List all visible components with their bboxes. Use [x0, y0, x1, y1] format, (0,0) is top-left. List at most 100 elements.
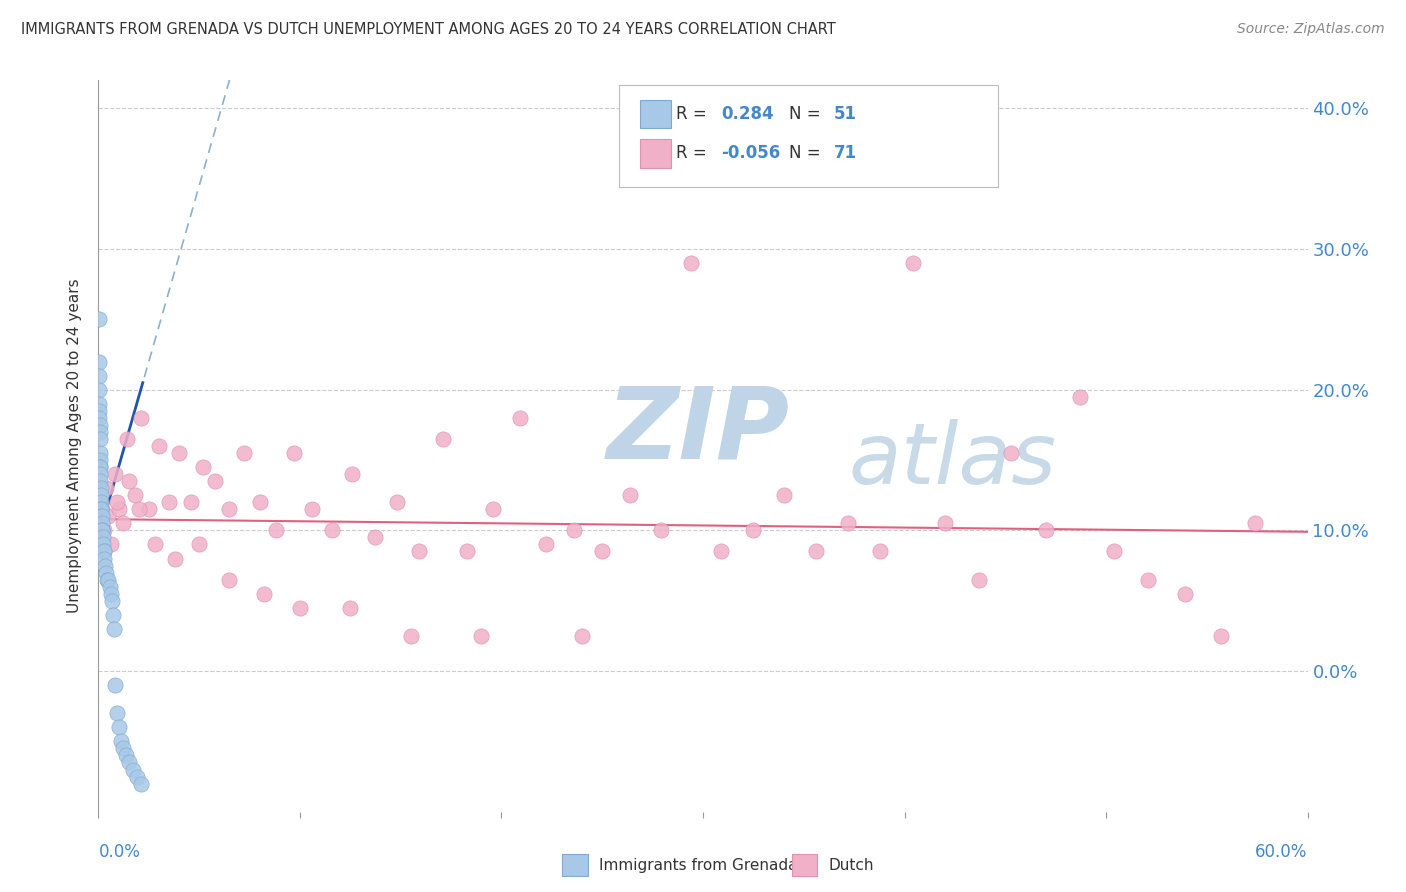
- Point: [188, 537, 211, 551]
- Point: [101, 607, 124, 622]
- Point: [742, 524, 765, 538]
- Point: [470, 629, 492, 643]
- Point: [283, 446, 305, 460]
- Point: [1000, 446, 1022, 460]
- Point: [129, 410, 152, 425]
- Point: [869, 544, 891, 558]
- Point: [90, 502, 112, 516]
- Point: [89, 474, 111, 488]
- Point: [90, 509, 112, 524]
- Text: ZIP: ZIP: [606, 383, 789, 480]
- Point: [193, 460, 215, 475]
- Point: [96, 566, 118, 580]
- Point: [562, 524, 585, 538]
- Point: [91, 530, 114, 544]
- Point: [96, 481, 118, 495]
- Point: [100, 593, 122, 607]
- Point: [571, 629, 593, 643]
- Point: [93, 544, 115, 558]
- Point: [408, 544, 430, 558]
- Point: [103, 678, 125, 692]
- Text: R =: R =: [676, 105, 713, 123]
- Point: [218, 502, 240, 516]
- Point: [432, 432, 454, 446]
- Point: [253, 587, 276, 601]
- Point: [114, 748, 136, 763]
- Point: [89, 467, 111, 482]
- Point: [288, 600, 311, 615]
- Point: [509, 410, 531, 425]
- Point: [100, 537, 122, 551]
- Point: [98, 580, 121, 594]
- Point: [679, 256, 702, 270]
- Point: [90, 488, 112, 502]
- Point: [87, 312, 110, 326]
- Point: [94, 558, 117, 573]
- Point: [456, 544, 478, 558]
- Point: [103, 467, 125, 482]
- Text: Dutch: Dutch: [828, 858, 873, 872]
- Point: [204, 474, 226, 488]
- Point: [1174, 587, 1197, 601]
- Point: [97, 509, 120, 524]
- Text: 60.0%: 60.0%: [1256, 843, 1308, 861]
- Point: [91, 524, 114, 538]
- Point: [218, 573, 240, 587]
- Point: [105, 495, 128, 509]
- Point: [91, 502, 114, 516]
- Point: [93, 544, 115, 558]
- Point: [89, 397, 111, 411]
- Point: [93, 524, 115, 538]
- Point: [157, 495, 180, 509]
- Point: [89, 460, 111, 475]
- Point: [1209, 629, 1232, 643]
- Point: [118, 756, 141, 770]
- Point: [534, 537, 557, 551]
- Point: [111, 741, 134, 756]
- Point: [710, 544, 733, 558]
- Point: [301, 502, 323, 516]
- Point: [87, 354, 110, 368]
- Point: [180, 495, 202, 509]
- Point: [619, 488, 641, 502]
- Point: [115, 432, 138, 446]
- Point: [125, 770, 148, 784]
- Point: [804, 544, 827, 558]
- Point: [399, 629, 422, 643]
- Point: [87, 368, 110, 383]
- Point: [591, 544, 613, 558]
- Point: [89, 404, 111, 418]
- Point: [138, 502, 160, 516]
- Point: [87, 383, 110, 397]
- Text: 0.284: 0.284: [721, 105, 773, 123]
- Point: [89, 417, 111, 432]
- Point: [129, 776, 152, 790]
- Point: [91, 524, 114, 538]
- Point: [249, 495, 271, 509]
- Text: IMMIGRANTS FROM GRENADA VS DUTCH UNEMPLOYMENT AMONG AGES 20 TO 24 YEARS CORRELAT: IMMIGRANTS FROM GRENADA VS DUTCH UNEMPLO…: [21, 22, 835, 37]
- Text: 71: 71: [834, 145, 856, 162]
- Point: [107, 502, 129, 516]
- Point: [91, 524, 114, 538]
- Point: [1102, 544, 1125, 558]
- Text: 51: 51: [834, 105, 856, 123]
- Y-axis label: Unemployment Among Ages 20 to 24 years: Unemployment Among Ages 20 to 24 years: [67, 278, 83, 614]
- Point: [772, 488, 794, 502]
- Point: [89, 446, 111, 460]
- Point: [90, 495, 112, 509]
- Point: [96, 573, 118, 587]
- Text: N =: N =: [789, 105, 825, 123]
- Point: [97, 573, 120, 587]
- Point: [89, 524, 111, 538]
- Point: [93, 551, 115, 566]
- Point: [264, 524, 287, 538]
- Point: [232, 446, 254, 460]
- Point: [100, 587, 122, 601]
- Point: [124, 488, 146, 502]
- Point: [1035, 524, 1057, 538]
- Point: [143, 537, 166, 551]
- Text: Source: ZipAtlas.com: Source: ZipAtlas.com: [1237, 22, 1385, 37]
- Point: [363, 530, 385, 544]
- Point: [91, 537, 114, 551]
- Text: N =: N =: [789, 145, 825, 162]
